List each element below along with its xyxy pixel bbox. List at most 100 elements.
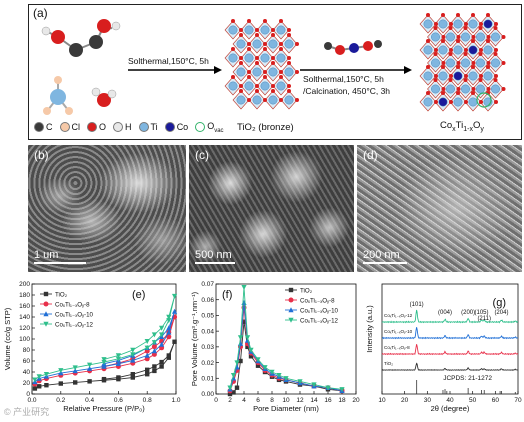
oxygen-atom (471, 87, 476, 91)
arrow-step2 (300, 66, 412, 74)
x-tick-label: 0.4 (85, 397, 94, 404)
titanium-atom (446, 58, 455, 68)
x-tick-label: 4 (242, 397, 246, 404)
titanium-atom (236, 67, 246, 77)
oxygen-atom (464, 22, 468, 26)
titanium-atom (268, 67, 278, 77)
legend-entry: TiO₂ (55, 291, 68, 298)
legend-vacancy-symbol: Ovac (207, 121, 224, 134)
oxygen-atom (449, 74, 453, 78)
oxygen-atom (456, 65, 460, 69)
oxygen-atom (479, 48, 483, 52)
product2-label: CoxTi1-xOy (440, 120, 484, 133)
oxygen-atom (501, 61, 506, 65)
data-point (276, 372, 282, 378)
data-point (241, 284, 247, 290)
oxygen-atom (471, 65, 475, 69)
data-point (87, 379, 92, 384)
tio2-crystal (224, 19, 299, 110)
peak-label: (211) (477, 316, 491, 322)
titanium-atom (244, 25, 254, 35)
data-point (171, 308, 178, 314)
titanium-atom (228, 25, 238, 35)
oxygen-atom (494, 22, 498, 26)
oxygen-atom (239, 28, 243, 32)
x-tick-label: 0.0 (27, 397, 36, 404)
oxygen-atom (463, 26, 468, 30)
titanium-atom (236, 95, 246, 105)
titanium-atom (276, 53, 286, 63)
data-point (234, 360, 240, 366)
x-tick-label: 0.2 (56, 397, 65, 404)
titanium-atom (284, 95, 294, 105)
series-line (229, 302, 343, 392)
oxygen-atom (494, 48, 498, 52)
legend-atom-dot (164, 122, 175, 133)
oxygen-atom (263, 70, 267, 74)
oxygen-atom (426, 65, 430, 69)
legend-entry: TiO₂ (300, 287, 313, 294)
titanium-atom (236, 39, 246, 49)
chart-f: 0 2 4 6 8 10 12 14 16 18 20 0.00 0.01 0.02 0.03 0.04 0.0… (190, 281, 360, 413)
ticl4-molecule (43, 76, 73, 115)
data-point (37, 384, 42, 389)
titanium-atom (438, 19, 448, 29)
data-point (151, 332, 157, 338)
data-point (283, 376, 289, 382)
titanium-atom (476, 58, 485, 68)
oxygen-atom (231, 19, 235, 23)
oxygen-atom (239, 61, 243, 65)
oxygen-atom (493, 78, 498, 82)
oxygen-atom (263, 19, 267, 23)
oxygen-atom (426, 91, 430, 95)
oxygen-atom (287, 89, 291, 93)
oxygen-atom (279, 98, 283, 102)
legend-atom-dot (113, 122, 124, 133)
data-point (115, 360, 121, 366)
titanium-atom (453, 45, 463, 55)
product1-label: TiO₂ (bronze) (237, 122, 294, 133)
oxygen-atom (271, 33, 275, 37)
oxygen-atom (479, 100, 483, 104)
data-point (244, 335, 251, 341)
oxygen-atom (456, 35, 461, 39)
titanium-atom (276, 81, 286, 91)
peak-label: (105) (474, 310, 488, 316)
data-point (130, 372, 135, 377)
peak-label: (200) (461, 310, 475, 316)
cobalt-atom (468, 45, 478, 55)
data-point (130, 347, 136, 353)
y-tick-label: 0.05 (201, 313, 214, 320)
oxygen-vacancy-marker (476, 92, 492, 108)
arrow-step1 (128, 66, 222, 74)
data-point (311, 382, 317, 388)
oxygen-atom (247, 47, 251, 51)
titanium-atom (284, 67, 294, 77)
oxygen-atom (471, 61, 476, 65)
oxygen-atom (255, 28, 259, 32)
titanium-atom (260, 81, 270, 91)
data-point (130, 357, 136, 363)
oxygen-atom (263, 98, 267, 102)
panel-label: (f) (222, 289, 232, 301)
oxygen-atom (263, 75, 267, 79)
data-point (245, 344, 250, 350)
panel-a-label: (a) (33, 6, 48, 20)
data-point (171, 293, 178, 299)
titanium-atom (244, 81, 254, 91)
titanium-atom (431, 58, 440, 68)
titanium-atom (446, 32, 455, 42)
oxygen-atom (287, 84, 291, 88)
x-axis-label: 2θ (degree) (431, 404, 470, 413)
x-tick-label: 20 (352, 397, 360, 404)
titanium-atom (423, 19, 433, 29)
oxygen-atom (448, 78, 453, 82)
oxygen-atom (434, 74, 438, 78)
reference-label: JCPDS: 21-1272 (443, 375, 492, 382)
oxygen-atom (449, 48, 453, 52)
data-point (166, 325, 172, 331)
y-tick-label: 60 (23, 358, 31, 365)
data-point (248, 354, 254, 359)
xrd-pattern (381, 362, 519, 371)
legend-marker (43, 321, 49, 327)
